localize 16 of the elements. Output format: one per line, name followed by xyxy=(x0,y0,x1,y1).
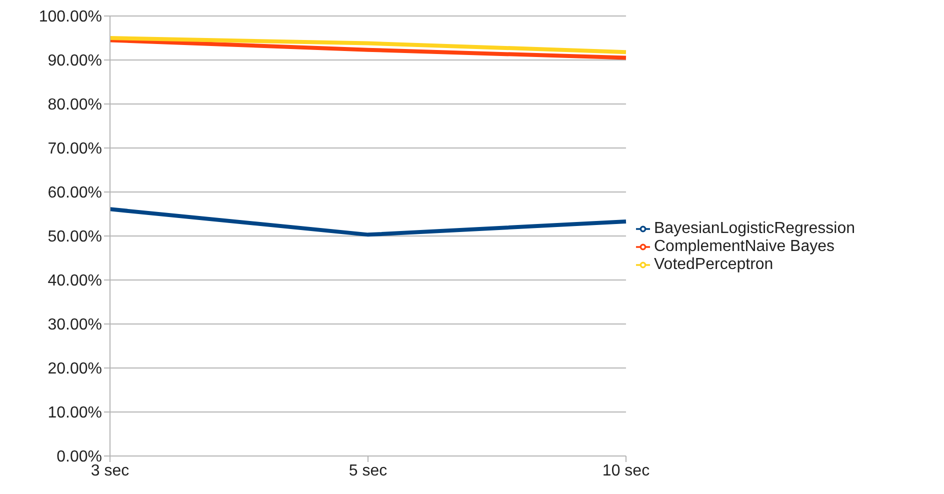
y-tick-label: 100.00% xyxy=(38,8,102,26)
y-tick-label: 20.00% xyxy=(48,360,102,378)
y-tick-label: 30.00% xyxy=(48,316,102,334)
y-tick-label: 10.00% xyxy=(48,404,102,422)
y-tick-label: 70.00% xyxy=(48,140,102,158)
x-tick-label: 10 sec xyxy=(602,462,650,480)
legend-label: VotedPerceptron xyxy=(654,256,774,273)
legend-label: ComplementNaive Bayes xyxy=(654,238,835,255)
y-tick-label: 90.00% xyxy=(48,52,102,70)
x-tick-label: 3 sec xyxy=(90,462,130,480)
y-tick-label: 60.00% xyxy=(48,184,102,202)
x-tick-label: 5 sec xyxy=(348,462,388,480)
y-tick-label: 50.00% xyxy=(48,228,102,246)
y-tick-label: 80.00% xyxy=(48,96,102,114)
y-tick-label: 40.00% xyxy=(48,272,102,290)
legend-label: BayesianLogisticRegression xyxy=(654,220,855,237)
